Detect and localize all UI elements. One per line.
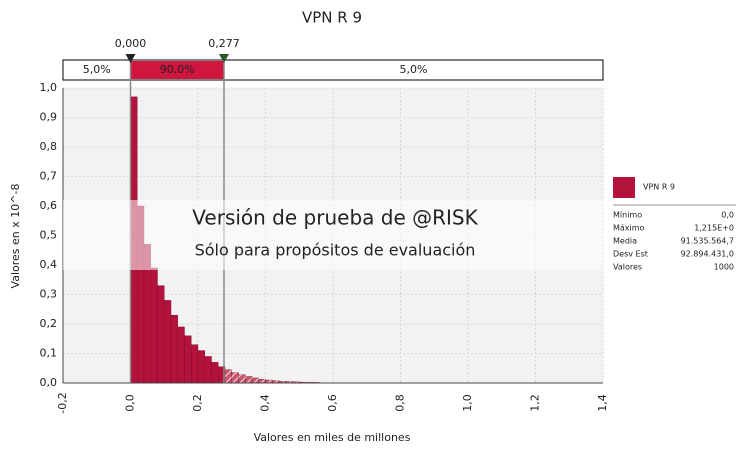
legend-stat-label: Máximo xyxy=(613,224,645,233)
legend-stat-value: 91.535.564,7 xyxy=(681,237,734,246)
delimiter-value: 0,277 xyxy=(208,37,240,50)
histogram-bar xyxy=(170,314,178,384)
y-tick-label: 0,7 xyxy=(40,170,58,183)
x-tick-label: 0,8 xyxy=(394,394,407,412)
y-tick-label: 0,6 xyxy=(40,199,58,212)
delimiter-marker xyxy=(125,54,136,63)
bar-hatch xyxy=(258,379,266,383)
delimiter-region-label: 90,0% xyxy=(160,63,195,76)
y-tick-label: 0,0 xyxy=(40,376,58,389)
y-tick-label: 0,2 xyxy=(40,317,58,330)
y-tick-label: 0,3 xyxy=(40,288,58,301)
histogram-bar xyxy=(157,285,165,384)
histogram-bar xyxy=(191,344,199,384)
delimiter-region-label: 5,0% xyxy=(83,63,111,76)
histogram-bar xyxy=(197,350,205,384)
bar-hatch xyxy=(265,380,273,383)
histogram-bar xyxy=(184,335,192,384)
histogram-bar xyxy=(164,300,172,384)
histogram-bar xyxy=(211,362,219,384)
x-tick-label: 0,6 xyxy=(326,394,339,412)
y-axis-title: Valores en x 10^-8 xyxy=(9,184,22,289)
x-tick-label: 1,0 xyxy=(461,394,474,412)
legend-stat-label: Media xyxy=(613,237,637,246)
legend-stat-value: 1000 xyxy=(714,263,734,272)
histogram-bar xyxy=(204,356,212,384)
bar-hatch xyxy=(279,381,286,383)
bar-hatch xyxy=(292,381,300,383)
x-tick-label: 0,2 xyxy=(191,394,204,412)
x-tick-label: 1,2 xyxy=(529,394,542,412)
watermark-band xyxy=(63,200,603,270)
legend-stat-value: 0,0 xyxy=(721,211,734,220)
y-tick-label: 0,1 xyxy=(40,347,58,360)
delimiter-middle-region xyxy=(130,61,224,79)
y-tick-label: 0,9 xyxy=(40,111,58,124)
bar-hatch xyxy=(238,374,246,383)
legend-swatch xyxy=(613,177,635,198)
bar-hatch xyxy=(272,380,279,383)
bar-hatch xyxy=(245,376,252,383)
x-axis-title: Valores en miles de millones xyxy=(254,431,411,444)
delimiter-region-label: 5,0% xyxy=(400,63,428,76)
legend-stat-value: 92.894.431,0 xyxy=(681,250,734,259)
x-tick-label: -0,2 xyxy=(56,392,69,413)
delimiter-marker xyxy=(218,54,229,63)
legend-stat-label: Desv Est xyxy=(613,250,648,259)
delimiter-value: 0,000 xyxy=(115,37,147,50)
bar-hatch xyxy=(285,381,293,383)
y-tick-label: 1,0 xyxy=(40,81,58,94)
bar-hatch xyxy=(231,372,239,383)
watermark-text: Sólo para propósitos de evaluación xyxy=(195,241,476,260)
chart-title: VPN R 9 xyxy=(302,9,362,27)
bar-hatch xyxy=(252,377,259,383)
legend-stat-label: Valores xyxy=(613,263,642,272)
histogram-bar xyxy=(150,267,158,384)
bar-hatch xyxy=(225,369,232,383)
legend-stat-value: 1,215E+0 xyxy=(694,224,734,233)
legend-stat-label: Mínimo xyxy=(613,211,642,220)
x-tick-label: 1,4 xyxy=(596,394,609,412)
y-tick-label: 0,5 xyxy=(40,229,58,242)
y-tick-label: 0,4 xyxy=(40,258,58,271)
histogram-bar xyxy=(177,326,185,384)
x-tick-label: 0,4 xyxy=(259,394,272,412)
x-tick-label: 0,0 xyxy=(124,394,137,412)
watermark-text: Versión de prueba de @RISK xyxy=(192,206,478,230)
y-tick-label: 0,8 xyxy=(40,140,58,153)
legend-label: VPN R 9 xyxy=(643,183,675,192)
